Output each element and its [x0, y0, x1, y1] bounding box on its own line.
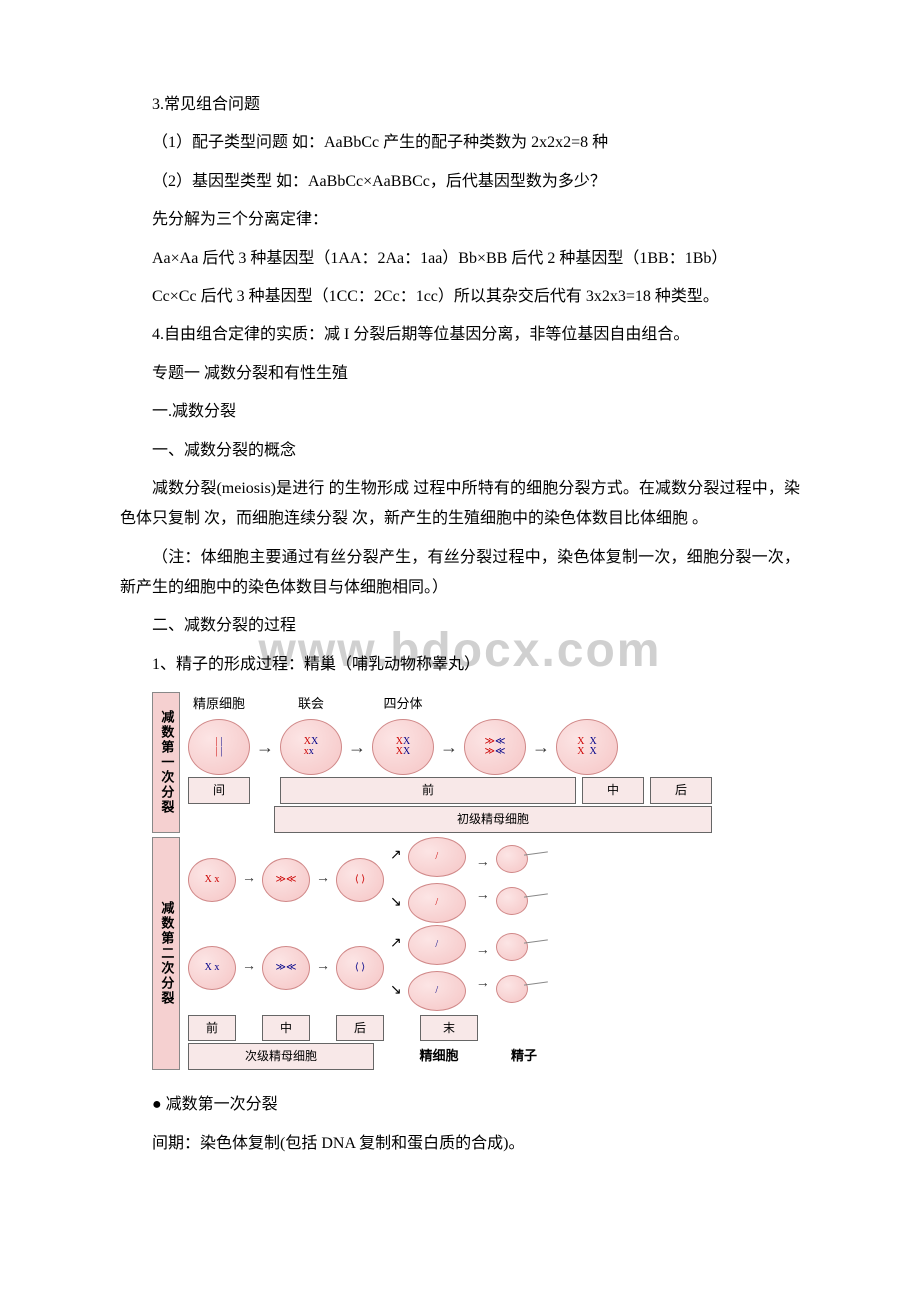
cell-metaphase-2b: ≫≪: [262, 946, 310, 990]
cell-interphase: | || |: [188, 719, 250, 775]
meiosis-1-group-label: 初级精母细胞: [188, 806, 712, 833]
meiosis-diagram: 减数第一次分裂 精原细胞 联会 四分体 | || | →: [152, 692, 712, 1070]
meiosis-2-cells-top: X x → ≫≪ → ⟨ ⟩ ↗↘ / / → →: [188, 837, 712, 923]
label-spermatid: 精细胞: [410, 1044, 468, 1069]
arrow-icon: →: [532, 730, 550, 764]
meiosis-1-section: 减数第一次分裂 精原细胞 联会 四分体 | || | →: [152, 692, 712, 832]
phase-prophase-2: 前: [188, 1015, 236, 1042]
sperm-cell-3: [496, 929, 544, 965]
meiosis-2-group-labels: 次级精母细胞 精细胞 精子: [188, 1043, 712, 1070]
para-section-1-2: 二、减数分裂的过程: [120, 611, 800, 641]
label-spermatogonium: 精原细胞: [188, 692, 250, 717]
para-topic-1: 专题一 减数分裂和有性生殖: [120, 359, 800, 389]
cell-anaphase-2b: ⟨ ⟩: [336, 946, 384, 990]
para-3-aa: Aa×Aa 后代 3 种基因型（1AA：2Aa：1aa）Bb×BB 后代 2 种…: [120, 244, 800, 274]
para-section-1-1: 一、减数分裂的概念: [120, 436, 800, 466]
para-note: （注：体细胞主要通过有丝分裂产生，有丝分裂过程中，染色体复制一次，细胞分裂一次，…: [120, 543, 800, 604]
label-synapsis: 联会: [280, 692, 342, 717]
arrow-icon: →: [256, 730, 274, 764]
meiosis-1-cells: | || | → XXxx → XXXX → ≫≪≫≪ →: [188, 719, 712, 775]
para-4: 4.自由组合定律的实质：减 I 分裂后期等位基因分离，非等位基因自由组合。: [120, 320, 800, 350]
sperm-cell-2: [496, 883, 544, 919]
para-3-split: 先分解为三个分离定律：: [120, 205, 800, 235]
cell-spermatid-3: /: [408, 925, 466, 965]
arrow-icon: →: [316, 866, 330, 893]
cell-prophase-2b: X x: [188, 946, 236, 990]
arrow-icon: →: [242, 954, 256, 981]
label-primary-spermatocyte: 初级精母细胞: [274, 806, 712, 833]
para-section-1: 一.减数分裂: [120, 397, 800, 427]
phase-anaphase-2: 后: [336, 1015, 384, 1042]
meiosis-1-phase-labels: 间 前 中 后: [188, 777, 712, 804]
split-arrow-icon: ↗↘: [390, 843, 402, 916]
cell-spermatid-2: /: [408, 883, 466, 923]
phase-prophase-1: 前: [280, 777, 576, 804]
phase-metaphase-1: 中: [582, 777, 644, 804]
cell-tetrad: XXXX: [372, 719, 434, 775]
label-secondary-spermatocyte: 次级精母细胞: [188, 1043, 374, 1070]
phase-metaphase-2: 中: [262, 1015, 310, 1042]
para-3-cc: Cc×Cc 后代 3 种基因型（1CC：2Cc：1cc）所以其杂交后代有 3x2…: [120, 282, 800, 312]
cell-anaphase-2a: ⟨ ⟩: [336, 858, 384, 902]
meiosis-2-section: 减数第二次分裂 X x → ≫≪ → ⟨ ⟩ ↗↘ / / → →: [152, 837, 712, 1071]
para-sperm-formation: 1、精子的形成过程：精巢（哺乳动物称睾丸）: [120, 650, 800, 680]
para-3-2: （2）基因型类型 如：AaBbCc×AaBBCc，后代基因型数为多少？: [120, 167, 800, 197]
sperm-cell-1: [496, 841, 544, 877]
meiosis-2-cells-bottom: X x → ≫≪ → ⟨ ⟩ ↗↘ / / → →: [188, 925, 712, 1011]
arrow-icon: →: [440, 730, 458, 764]
arrow-icon: →: [476, 883, 490, 910]
split-arrow-icon: ↗↘: [390, 931, 402, 1004]
cell-prophase-2a: X x: [188, 858, 236, 902]
arrow-icon: →: [476, 938, 490, 965]
cell-metaphase-2a: ≫≪: [262, 858, 310, 902]
phase-telophase-2: 末: [420, 1015, 478, 1042]
label-sperm: 精子: [500, 1044, 548, 1069]
arrow-icon: →: [476, 971, 490, 998]
meiosis-1-label: 减数第一次分裂: [152, 692, 180, 832]
arrow-icon: →: [242, 866, 256, 893]
cell-spermatid-1: /: [408, 837, 466, 877]
cell-spermatid-4: /: [408, 971, 466, 1011]
para-3-1: （1）配子类型问题 如：AaBbCc 产生的配子种类数为 2x2x2=8 种: [120, 128, 800, 158]
meiosis-1-top-labels: 精原细胞 联会 四分体: [188, 692, 712, 717]
para-meiosis-1-heading: ● 减数第一次分裂: [120, 1090, 800, 1120]
arrow-icon: →: [316, 954, 330, 981]
arrow-icon: →: [348, 730, 366, 764]
cell-metaphase-1: ≫≪≫≪: [464, 719, 526, 775]
cell-anaphase-1: X XX X: [556, 719, 618, 775]
meiosis-2-phase-labels: 前 中 后 末: [188, 1015, 712, 1042]
arrow-icon: →: [476, 850, 490, 877]
phase-anaphase-1: 后: [650, 777, 712, 804]
para-meiosis-def: 减数分裂(meiosis)是进行 的生物形成 过程中所特有的细胞分裂方式。在减数…: [120, 474, 800, 535]
sperm-cell-4: [496, 971, 544, 1007]
meiosis-2-label: 减数第二次分裂: [152, 837, 180, 1071]
label-tetrad: 四分体: [372, 692, 434, 717]
para-3-heading: 3.常见组合问题: [120, 90, 800, 120]
document-content: 3.常见组合问题 （1）配子类型问题 如：AaBbCc 产生的配子种类数为 2x…: [120, 90, 800, 1159]
phase-interphase: 间: [188, 777, 250, 804]
cell-prophase-1: XXxx: [280, 719, 342, 775]
para-interphase: 间期：染色体复制(包括 DNA 复制和蛋白质的合成)。: [120, 1129, 800, 1159]
